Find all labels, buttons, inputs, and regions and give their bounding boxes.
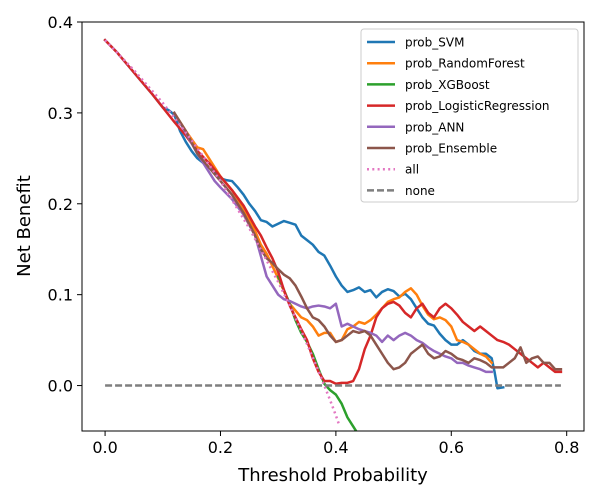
legend-label-prob-ensemble: prob_Ensemble <box>405 142 497 156</box>
series-line-prob-svm <box>103 38 505 390</box>
series-line-all <box>104 39 340 425</box>
legend-label-prob-xgboost: prob_XGBoost <box>405 78 490 92</box>
legend-label-none: none <box>405 184 435 198</box>
plot-frame <box>81 21 585 432</box>
legend-label-prob-randomforest: prob_RandomForest <box>405 57 525 71</box>
legend: prob_SVM prob_RandomForest prob_XGBoostpro… <box>360 28 579 203</box>
y-tick-label: 0.3 <box>48 104 73 123</box>
x-tick-label: 0.6 <box>439 438 464 457</box>
legend-label-prob-logisticregression: prob_LogisticRegression <box>405 99 550 113</box>
x-tick-label: 0.2 <box>208 438 233 457</box>
x-axis-label: Threshold Probability <box>237 465 428 486</box>
legend-label-prob-ann: prob_ANN <box>405 120 464 134</box>
legend-box <box>360 28 579 203</box>
y-tick-label: 0.2 <box>48 195 73 214</box>
y-axis-ticks: 0.0 0.1 0.2 0.3 0.4 <box>48 13 82 396</box>
series-line-prob-randomforest <box>172 111 494 365</box>
x-tick-label: 0.4 <box>323 438 348 457</box>
x-axis-ticks: 0.0 0.2 0.4 0.6 0.8 <box>92 431 579 457</box>
series-layer <box>103 38 563 431</box>
y-axis-label: Net Benefit <box>14 175 35 277</box>
x-tick-label: 0.0 <box>92 438 117 457</box>
y-tick-label: 0.0 <box>48 377 73 396</box>
x-tick-label: 0.8 <box>554 438 579 457</box>
legend-label-all: all <box>405 163 419 177</box>
series-line-prob-ensemble <box>172 111 563 371</box>
y-tick-label: 0.1 <box>48 286 73 305</box>
legend-label-prob-svm: prob_SVM <box>405 36 464 50</box>
y-tick-label: 0.4 <box>48 13 73 32</box>
